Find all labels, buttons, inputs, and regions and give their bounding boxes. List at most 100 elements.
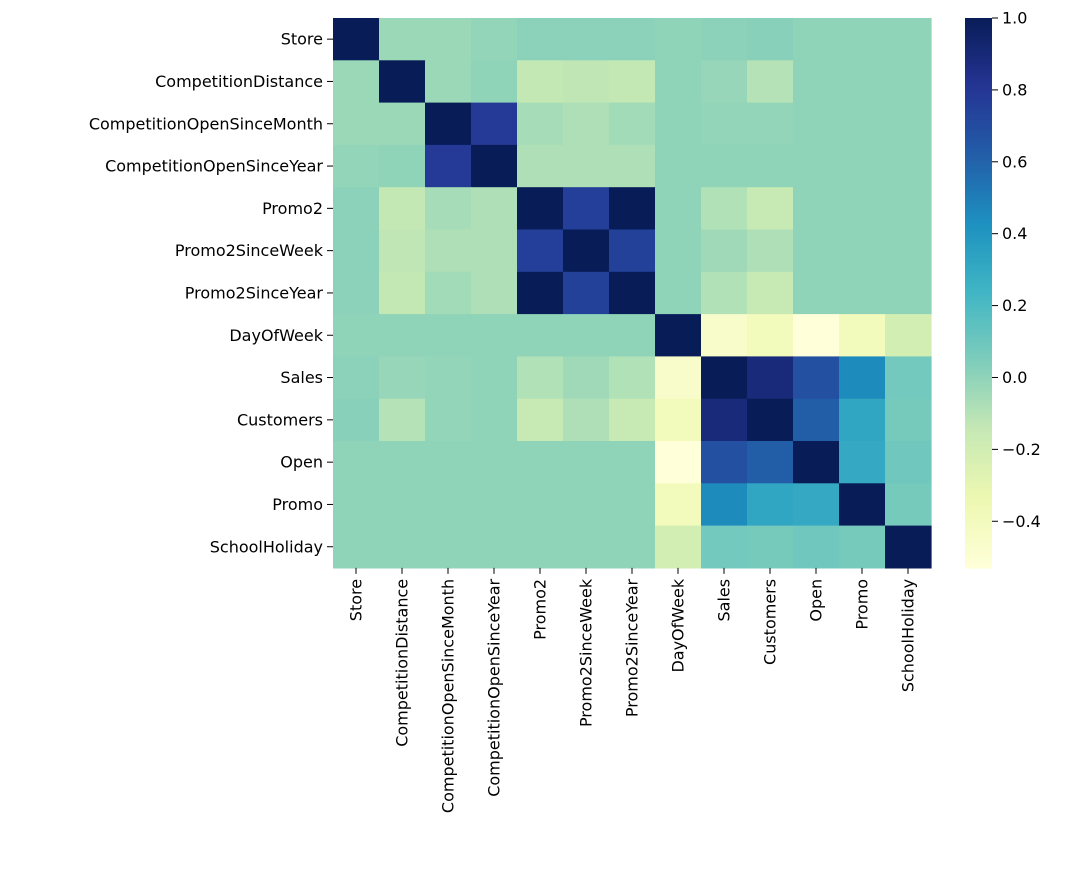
heatmap-cell xyxy=(839,229,886,273)
colorbar-segment xyxy=(965,460,992,465)
colorbar-segment xyxy=(965,306,992,311)
heatmap-cell xyxy=(425,271,472,315)
colorbar-segment xyxy=(965,64,992,69)
colorbar-segment xyxy=(965,565,992,569)
heatmap-cell xyxy=(471,187,518,231)
heatmap-cell xyxy=(425,187,472,231)
heatmap-cell xyxy=(517,314,564,357)
colorbar-segment xyxy=(965,249,992,253)
colorbar-segment xyxy=(965,317,992,322)
colorbar-segment xyxy=(965,78,992,82)
heatmap-cell xyxy=(747,187,794,231)
heatmap-cell xyxy=(425,441,472,484)
heatmap-cell xyxy=(471,229,518,273)
colorbar-segment xyxy=(965,458,992,462)
colorbar-segment xyxy=(965,309,992,313)
colorbar-segment xyxy=(965,326,992,330)
heatmap-cell xyxy=(379,356,426,400)
colorbar-segment xyxy=(965,106,992,110)
colorbar-segment xyxy=(965,240,992,245)
colorbar-segment xyxy=(965,152,992,157)
heatmap-cell xyxy=(517,398,564,442)
heatmap-cell xyxy=(425,314,472,357)
colorbar-segment xyxy=(965,75,992,80)
colorbar-segment xyxy=(965,150,992,154)
colorbar-tick-label: 0.8 xyxy=(1002,80,1027,99)
colorbar-segment xyxy=(965,485,992,489)
colorbar-segment xyxy=(965,447,992,451)
colorbar-segment xyxy=(965,229,992,234)
colorbar-segment xyxy=(965,163,992,168)
colorbar-segment xyxy=(965,543,992,547)
colorbar-segment xyxy=(965,405,992,410)
colorbar-segment xyxy=(965,119,992,124)
heatmap-cell xyxy=(885,229,932,273)
colorbar-segment xyxy=(965,273,992,278)
heatmap-cell xyxy=(793,144,840,188)
colorbar-segment xyxy=(965,130,992,135)
colorbar-segment xyxy=(965,551,992,555)
heatmap-cell xyxy=(793,229,840,273)
heatmap-cell xyxy=(563,229,610,273)
heatmap-cell xyxy=(333,229,380,273)
heatmap-cell xyxy=(839,398,886,442)
heatmap-cell xyxy=(379,144,426,188)
colorbar-segment xyxy=(965,554,992,558)
colorbar-segment xyxy=(965,463,992,467)
colorbar-segment xyxy=(965,260,992,264)
heatmap-cell xyxy=(793,187,840,231)
colorbar-segment xyxy=(965,276,992,280)
colorbar-segment xyxy=(965,287,992,291)
colorbar-segment xyxy=(965,315,992,319)
colorbar-segment xyxy=(965,455,992,459)
colorbar-segment xyxy=(965,279,992,283)
colorbar-segment xyxy=(965,268,992,272)
x-tick-label: Customers xyxy=(761,579,780,665)
colorbar-segment xyxy=(965,111,992,115)
heatmap-cell xyxy=(609,229,656,273)
heatmap-cell xyxy=(655,314,702,357)
heatmap-cell xyxy=(517,441,564,484)
heatmap-cell xyxy=(609,314,656,357)
heatmap-cell xyxy=(517,356,564,400)
colorbar-segment xyxy=(965,185,992,190)
colorbar-segment xyxy=(965,438,992,443)
colorbar-segment xyxy=(965,345,992,349)
colorbar-segment xyxy=(965,466,992,470)
colorbar-segment xyxy=(965,224,992,228)
colorbar-segment xyxy=(965,540,992,544)
heatmap-cell xyxy=(471,314,518,357)
colorbar-segment xyxy=(965,26,992,30)
colorbar-segment xyxy=(965,271,992,275)
heatmap-cell xyxy=(471,441,518,484)
colorbar-segment xyxy=(965,213,992,217)
heatmap-cell xyxy=(747,271,794,315)
heatmap-cell xyxy=(379,18,426,61)
colorbar-segment xyxy=(965,529,992,533)
colorbar-segment xyxy=(965,210,992,214)
colorbar-tick-label: 1.0 xyxy=(1002,9,1027,28)
colorbar-segment xyxy=(965,191,992,195)
heatmap-cell xyxy=(655,229,702,273)
colorbar-segment xyxy=(965,496,992,500)
heatmap-cell xyxy=(609,144,656,188)
colorbar-segment xyxy=(965,562,992,566)
colorbar-segment xyxy=(965,386,992,390)
colorbar-segment xyxy=(965,97,992,102)
colorbar-segment xyxy=(965,92,992,96)
heatmap-cell xyxy=(885,271,932,315)
colorbar-segment xyxy=(965,304,992,308)
heatmap-cell xyxy=(563,60,610,104)
colorbar-segment xyxy=(965,194,992,198)
heatmap-cell xyxy=(655,144,702,188)
heatmap-cell xyxy=(701,525,748,569)
heatmap-cell xyxy=(609,187,656,231)
colorbar-segment xyxy=(965,493,992,498)
heatmap-cell xyxy=(563,525,610,569)
heatmap-cell xyxy=(655,102,702,146)
heatmap-cell xyxy=(333,144,380,188)
colorbar-segment xyxy=(965,381,992,385)
heatmap-cell xyxy=(793,483,840,527)
colorbar-segment xyxy=(965,411,992,415)
